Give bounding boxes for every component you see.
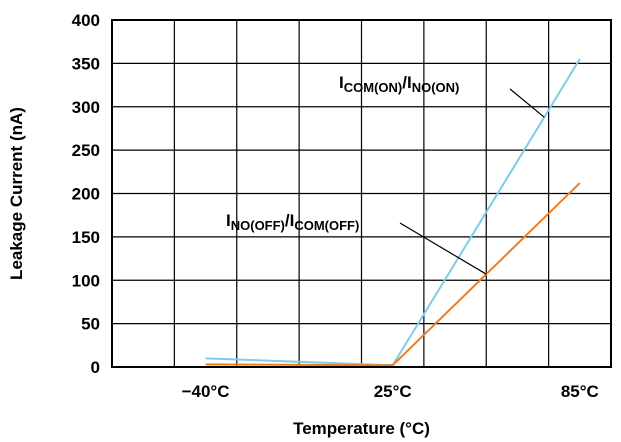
annotation-on: ICOM(ON)/INO(ON) [339,73,545,118]
x-axis-title: Temperature (°C) [293,419,430,438]
y-tick-labels: 0 50 100 150 200 250 300 350 400 [72,11,100,377]
annotation-text: /I [285,211,294,230]
annotation-off: INO(OFF)/ICOM(OFF) [226,211,487,275]
y-tick-label: 150 [72,228,100,247]
annotation-label: INO(OFF)/ICOM(OFF) [226,211,359,233]
x-tick-label: −40°C [182,382,230,401]
series-line-on [205,58,581,367]
x-tick-label: 85°C [561,382,599,401]
y-tick-label: 50 [81,315,100,334]
x-tick-label: 25°C [374,382,412,401]
annotation-text: /I [402,73,411,92]
annotation-subscript: COM(ON) [344,80,403,95]
series-lines [205,58,581,367]
annotation-subscript: NO(ON) [412,80,460,95]
series-line-off [205,182,581,367]
grid [112,20,611,367]
y-tick-label: 250 [72,141,100,160]
y-tick-label: 100 [72,271,100,290]
x-tick-labels: −40°C 25°C 85°C [182,382,599,401]
plot-frame [111,19,612,368]
y-tick-label: 400 [72,11,100,30]
annotation-leader [509,88,545,118]
annotations: ICOM(ON)/INO(ON)INO(OFF)/ICOM(OFF) [226,73,545,275]
y-axis-title: Leakage Current (nA) [7,107,26,280]
y-tick-label: 300 [72,98,100,117]
annotation-text: I [226,211,231,230]
y-tick-label: 200 [72,185,100,204]
annotation-subscript: COM(OFF) [294,218,359,233]
annotation-leader [399,222,487,275]
y-tick-label: 350 [72,54,100,73]
annotation-text: I [339,73,344,92]
annotation-label: ICOM(ON)/INO(ON) [339,73,459,95]
y-tick-label: 0 [91,358,100,377]
annotation-subscript: NO(OFF) [231,218,285,233]
